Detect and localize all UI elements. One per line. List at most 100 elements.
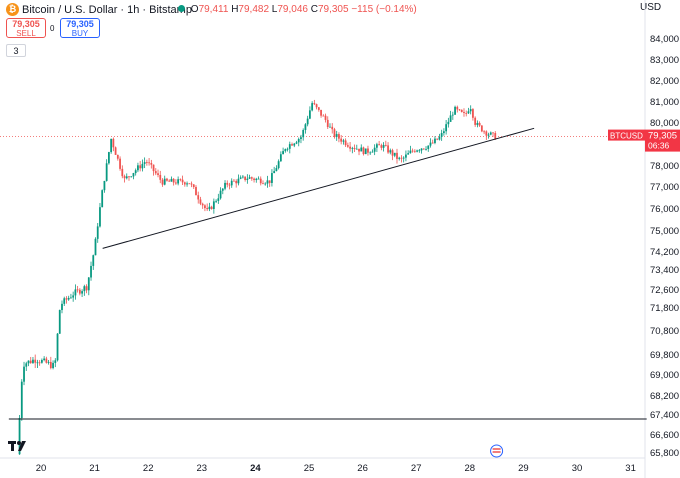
candle-body	[85, 286, 88, 291]
candle-body	[326, 119, 329, 128]
candle-body	[230, 180, 233, 186]
candle-body	[137, 165, 139, 171]
candle-body	[344, 140, 347, 146]
symbol-tag-label: BTCUSD	[610, 132, 643, 141]
candle-body	[96, 226, 99, 239]
candle-body	[293, 143, 296, 146]
candle-body	[121, 168, 124, 177]
x-tick-label: 20	[36, 463, 47, 474]
candle-body	[311, 103, 314, 111]
candle-body	[244, 176, 247, 181]
candle-body	[489, 132, 492, 135]
candle-body	[38, 362, 41, 364]
y-tick-label: 74,200	[650, 247, 679, 258]
candle-body	[65, 298, 68, 300]
ohlc-low-value: 79,046	[277, 4, 308, 15]
candle-body	[465, 113, 468, 114]
ohlc-legend: O79,411 H79,482 L79,046 C79,305 −115 (−0…	[178, 4, 417, 15]
x-tick-label: 22	[143, 463, 154, 474]
candle-body	[192, 184, 195, 188]
y-tick-label: 70,800	[650, 326, 679, 337]
candle-body	[87, 277, 90, 291]
candle-body	[58, 310, 61, 334]
buy-button[interactable]: 79,305 BUY	[60, 18, 100, 38]
price-tag-countdown: 06:36	[648, 141, 670, 151]
candle-body	[29, 360, 32, 363]
candle-body	[396, 152, 398, 159]
candle-body	[297, 139, 300, 143]
candle-body	[112, 138, 115, 148]
candle-body	[456, 106, 459, 110]
candle-body	[485, 131, 488, 136]
candle-body	[197, 195, 200, 200]
candle-body	[27, 360, 30, 364]
candle-body	[56, 333, 59, 361]
candle-body	[63, 298, 66, 304]
candle-body	[393, 152, 396, 156]
y-tick-label: 72,600	[650, 285, 679, 296]
candle-body	[83, 286, 86, 292]
candle-body	[239, 177, 242, 179]
sell-button[interactable]: 79,305 SELL	[6, 18, 46, 38]
candle-body	[353, 147, 356, 149]
y-tick-label: 68,200	[650, 391, 679, 402]
candle-body	[103, 180, 106, 191]
symbol-title[interactable]: Bitcoin / U.S. Dollar · 1h · Bitstamp	[22, 4, 192, 16]
candle-body	[472, 109, 474, 118]
candle-body	[264, 183, 267, 185]
candle-body	[186, 183, 188, 185]
candle-body	[483, 131, 485, 133]
candle-body	[400, 157, 403, 159]
candle-body	[494, 133, 497, 140]
ohlc-close-value: 79,305	[317, 4, 349, 15]
candle-body	[228, 184, 231, 186]
candle-body	[54, 360, 57, 363]
currency-selector[interactable]: USD	[640, 2, 662, 13]
sell-price: 79,305	[12, 19, 40, 29]
candle-body	[250, 177, 253, 179]
candle-body	[145, 162, 148, 163]
candle-body	[134, 170, 137, 174]
candle-body	[438, 136, 441, 140]
buy-price: 79,305	[66, 19, 94, 29]
indicators-toggle[interactable]: 3	[6, 44, 26, 57]
candle-body	[105, 163, 108, 181]
candle-body	[320, 109, 322, 116]
ohlc-high-value: 79,482	[238, 4, 270, 15]
candle-body	[378, 144, 381, 146]
candle-body	[371, 151, 374, 153]
y-tick-label: 65,800	[650, 448, 679, 459]
candle-body	[125, 176, 128, 179]
candle-body	[36, 362, 39, 364]
candle-body	[45, 358, 48, 363]
market-status-icon	[178, 5, 185, 12]
x-tick-label: 27	[411, 463, 422, 474]
candle-body	[195, 187, 197, 196]
candle-body	[411, 150, 414, 152]
candle-body	[110, 138, 113, 153]
candle-body	[418, 150, 421, 152]
tradingview-logo-icon[interactable]	[8, 441, 26, 451]
candle-body	[67, 297, 70, 300]
candle-body	[174, 182, 177, 184]
candle-body	[427, 145, 430, 149]
y-tick-label: 80,000	[650, 118, 679, 129]
candle-body	[130, 176, 133, 178]
x-tick-label: 28	[465, 463, 476, 474]
x-tick-label: 24	[250, 463, 261, 474]
candle-body	[436, 138, 439, 140]
candle-body	[308, 110, 311, 119]
candle-body	[34, 359, 37, 363]
candle-body	[94, 238, 97, 256]
candle-body	[416, 150, 418, 152]
candle-body	[342, 140, 345, 142]
candle-body	[429, 142, 432, 146]
candle-body	[422, 148, 425, 150]
economic-event-flag-icon[interactable]	[490, 444, 504, 458]
candle-body	[340, 138, 343, 142]
candle-body	[467, 111, 470, 114]
candle-body	[201, 203, 204, 206]
candle-body	[170, 178, 173, 182]
candle-body	[20, 381, 23, 419]
